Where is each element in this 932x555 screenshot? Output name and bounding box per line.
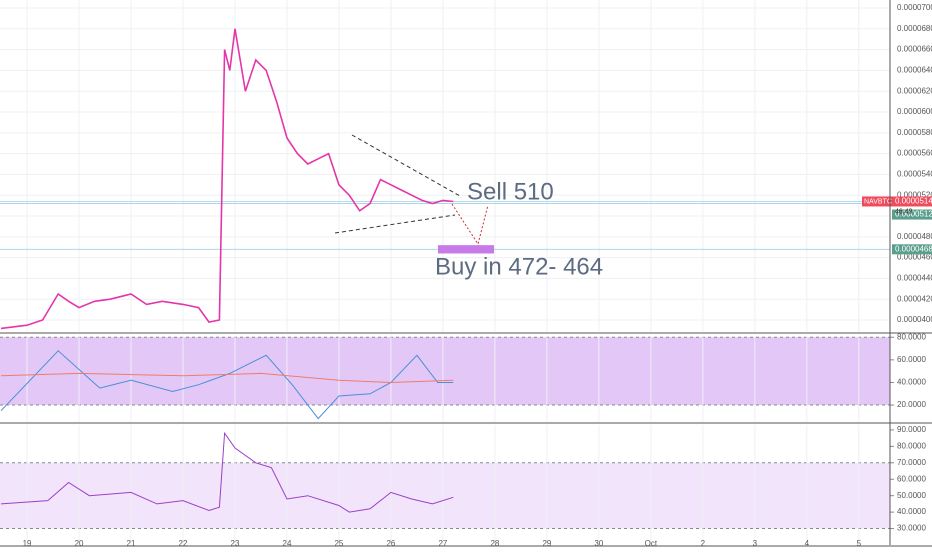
price-tag	[892, 209, 932, 220]
y-tick-label: 80.0000	[897, 441, 926, 450]
y-tick-label: 70.0000	[897, 458, 926, 467]
buy-zone	[438, 245, 494, 254]
y-tick-label: 0.0000660	[897, 45, 932, 54]
price-tag-label: 0.0000468	[895, 244, 932, 253]
y-tick-label: 20.0000	[897, 400, 926, 409]
series-line	[0, 350, 454, 420]
y-tick-label: 0.0000640	[897, 66, 932, 75]
annotation: Buy in 472- 464	[435, 253, 603, 280]
y-tick-label: 0.0000440	[897, 274, 932, 283]
y-tick-label: 0.0000620	[897, 86, 932, 95]
y-tick-label: 0.0000600	[897, 107, 932, 116]
y-tick-label: 40.0000	[897, 507, 926, 516]
y-tick-label: 0.0000420	[897, 294, 932, 303]
x-tick-label: 24	[283, 539, 292, 548]
x-tick-label: 22	[179, 539, 188, 548]
y-tick-label: 0.0000480	[897, 232, 932, 241]
price-tag	[892, 196, 932, 207]
band	[0, 462, 890, 529]
y-tick-label: 50.0000	[897, 491, 926, 500]
y-tick-label: 80.0000	[897, 332, 926, 341]
price-tag-label: 0.0000514	[895, 197, 932, 206]
series-line	[0, 431, 454, 513]
symbol: NAVBTC	[864, 198, 892, 205]
y-tick-label: 0.0000560	[897, 149, 932, 158]
x-tick-label: 28	[490, 539, 499, 548]
x-tick-label: 26	[386, 539, 395, 548]
y-tick-label: 0.0000460	[897, 253, 932, 262]
symbol-tag	[862, 196, 892, 207]
x-tick-label: 2	[701, 539, 706, 548]
x-tick-label: 5	[857, 539, 862, 548]
y-tick-label: 0.0000540	[897, 170, 932, 179]
x-tick-label: 20	[75, 539, 84, 548]
trend-line	[334, 214, 456, 234]
y-tick-label: 0.0000520	[897, 190, 932, 199]
y-tick-label: 40.0000	[897, 378, 926, 387]
countdown: 46:49	[895, 208, 913, 215]
series-line	[0, 28, 454, 330]
x-tick-label: 19	[23, 539, 32, 548]
y-tick-label: 0.0000680	[897, 24, 932, 33]
band	[0, 337, 890, 406]
price-tag	[892, 244, 932, 255]
x-tick-label: 29	[542, 539, 551, 548]
y-tick-label: 90.0000	[897, 425, 926, 434]
x-tick-label: Oct	[645, 539, 658, 548]
x-tick-label: 23	[231, 539, 240, 548]
y-tick-label: 30.0000	[897, 524, 926, 533]
x-tick-label: 21	[127, 539, 136, 548]
x-tick-label: 4	[805, 539, 810, 548]
price-tag-label: 0.0000512	[895, 210, 932, 219]
y-tick-label: 0.0000580	[897, 128, 932, 137]
y-tick-label: 60.0000	[897, 355, 926, 364]
x-tick-label: 30	[594, 539, 603, 548]
annotation: Sell 510	[467, 178, 554, 205]
y-tick-label: 60.0000	[897, 474, 926, 483]
y-tick-label: 0.0000400	[897, 315, 932, 324]
x-tick-label: 27	[438, 539, 447, 548]
series-line	[0, 372, 454, 384]
y-tick-label: 0.0000700	[897, 3, 932, 12]
x-tick-label: 25	[334, 539, 343, 548]
x-tick-label: 3	[753, 539, 758, 548]
